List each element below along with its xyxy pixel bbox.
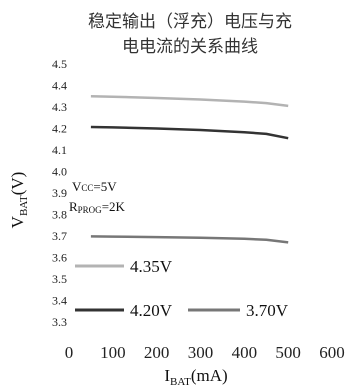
- y-tick-label: 4.3: [52, 100, 67, 114]
- series-line-3: [90, 235, 289, 244]
- y-axis-label: VBAT(V): [8, 172, 30, 229]
- y-tick-label: 4.4: [52, 79, 67, 93]
- x-tick-labels: 0 100 200 300 400 500 600: [65, 343, 345, 362]
- y-tick-label: 3.4: [52, 294, 67, 308]
- y-tick-label: 3.6: [52, 251, 67, 265]
- annotation-rprog-main: R: [69, 199, 78, 214]
- annotation-vcc-sub: CC: [81, 183, 93, 193]
- y-tick-label: 3.8: [52, 208, 67, 222]
- x-tick-label: 100: [100, 343, 126, 362]
- x-tick-label: 300: [188, 343, 214, 362]
- chart-title-line-1: 稳定输出（浮充）电压与充: [88, 12, 292, 32]
- annotation-vcc-rest: =5V: [93, 179, 117, 194]
- x-tick-label: 500: [275, 343, 301, 362]
- annotation-rprog: RPROG=2K: [69, 199, 126, 215]
- y-tick-label: 4.0: [52, 165, 67, 179]
- x-axis-label-main: I: [164, 366, 170, 385]
- series-line-2: [90, 125, 289, 140]
- y-tick-label: 3.5: [52, 272, 67, 286]
- annotation-rprog-sub: PROG: [78, 205, 103, 215]
- annotation-vcc: VCC=5V: [72, 179, 117, 194]
- x-tick-label: 400: [232, 343, 258, 362]
- legend-label-435: 4.35V: [130, 257, 173, 276]
- chart-title-line-2: 电电流的关系曲线: [122, 37, 258, 57]
- y-tick-labels: 4.5 4.4 4.3 4.2 4.1 4.0 3.9 3.8 3.7 3.6 3.5 3.4 3.3: [52, 57, 67, 329]
- y-tick-label: 4.1: [52, 143, 67, 157]
- y-tick-label: 3.9: [52, 186, 67, 200]
- y-tick-label: 3.7: [52, 229, 67, 243]
- x-tick-label: 0: [65, 343, 74, 362]
- x-tick-label: 200: [144, 343, 170, 362]
- series-lines: [90, 95, 289, 244]
- x-axis-label-unit: (mA): [191, 366, 228, 385]
- legend-label-420: 4.20V: [130, 301, 173, 320]
- y-axis-label-main: V: [8, 215, 27, 228]
- x-axis-label: IBAT(mA): [164, 366, 227, 388]
- x-tick-label: 600: [319, 343, 345, 362]
- y-tick-label: 3.3: [52, 315, 67, 329]
- x-axis-label-sub: BAT: [170, 376, 191, 388]
- legend: 4.35V 4.20V 3.70V: [75, 257, 289, 320]
- legend-label-370: 3.70V: [246, 301, 289, 320]
- series-line-1: [90, 95, 289, 108]
- y-tick-label: 4.5: [52, 57, 67, 71]
- y-axis-label-unit: (V): [8, 172, 27, 196]
- y-tick-label: 4.2: [52, 122, 67, 136]
- y-axis-label-sub: BAT: [18, 195, 30, 216]
- annotation-rprog-rest: =2K: [102, 199, 126, 214]
- annotation-vcc-main: V: [72, 179, 82, 194]
